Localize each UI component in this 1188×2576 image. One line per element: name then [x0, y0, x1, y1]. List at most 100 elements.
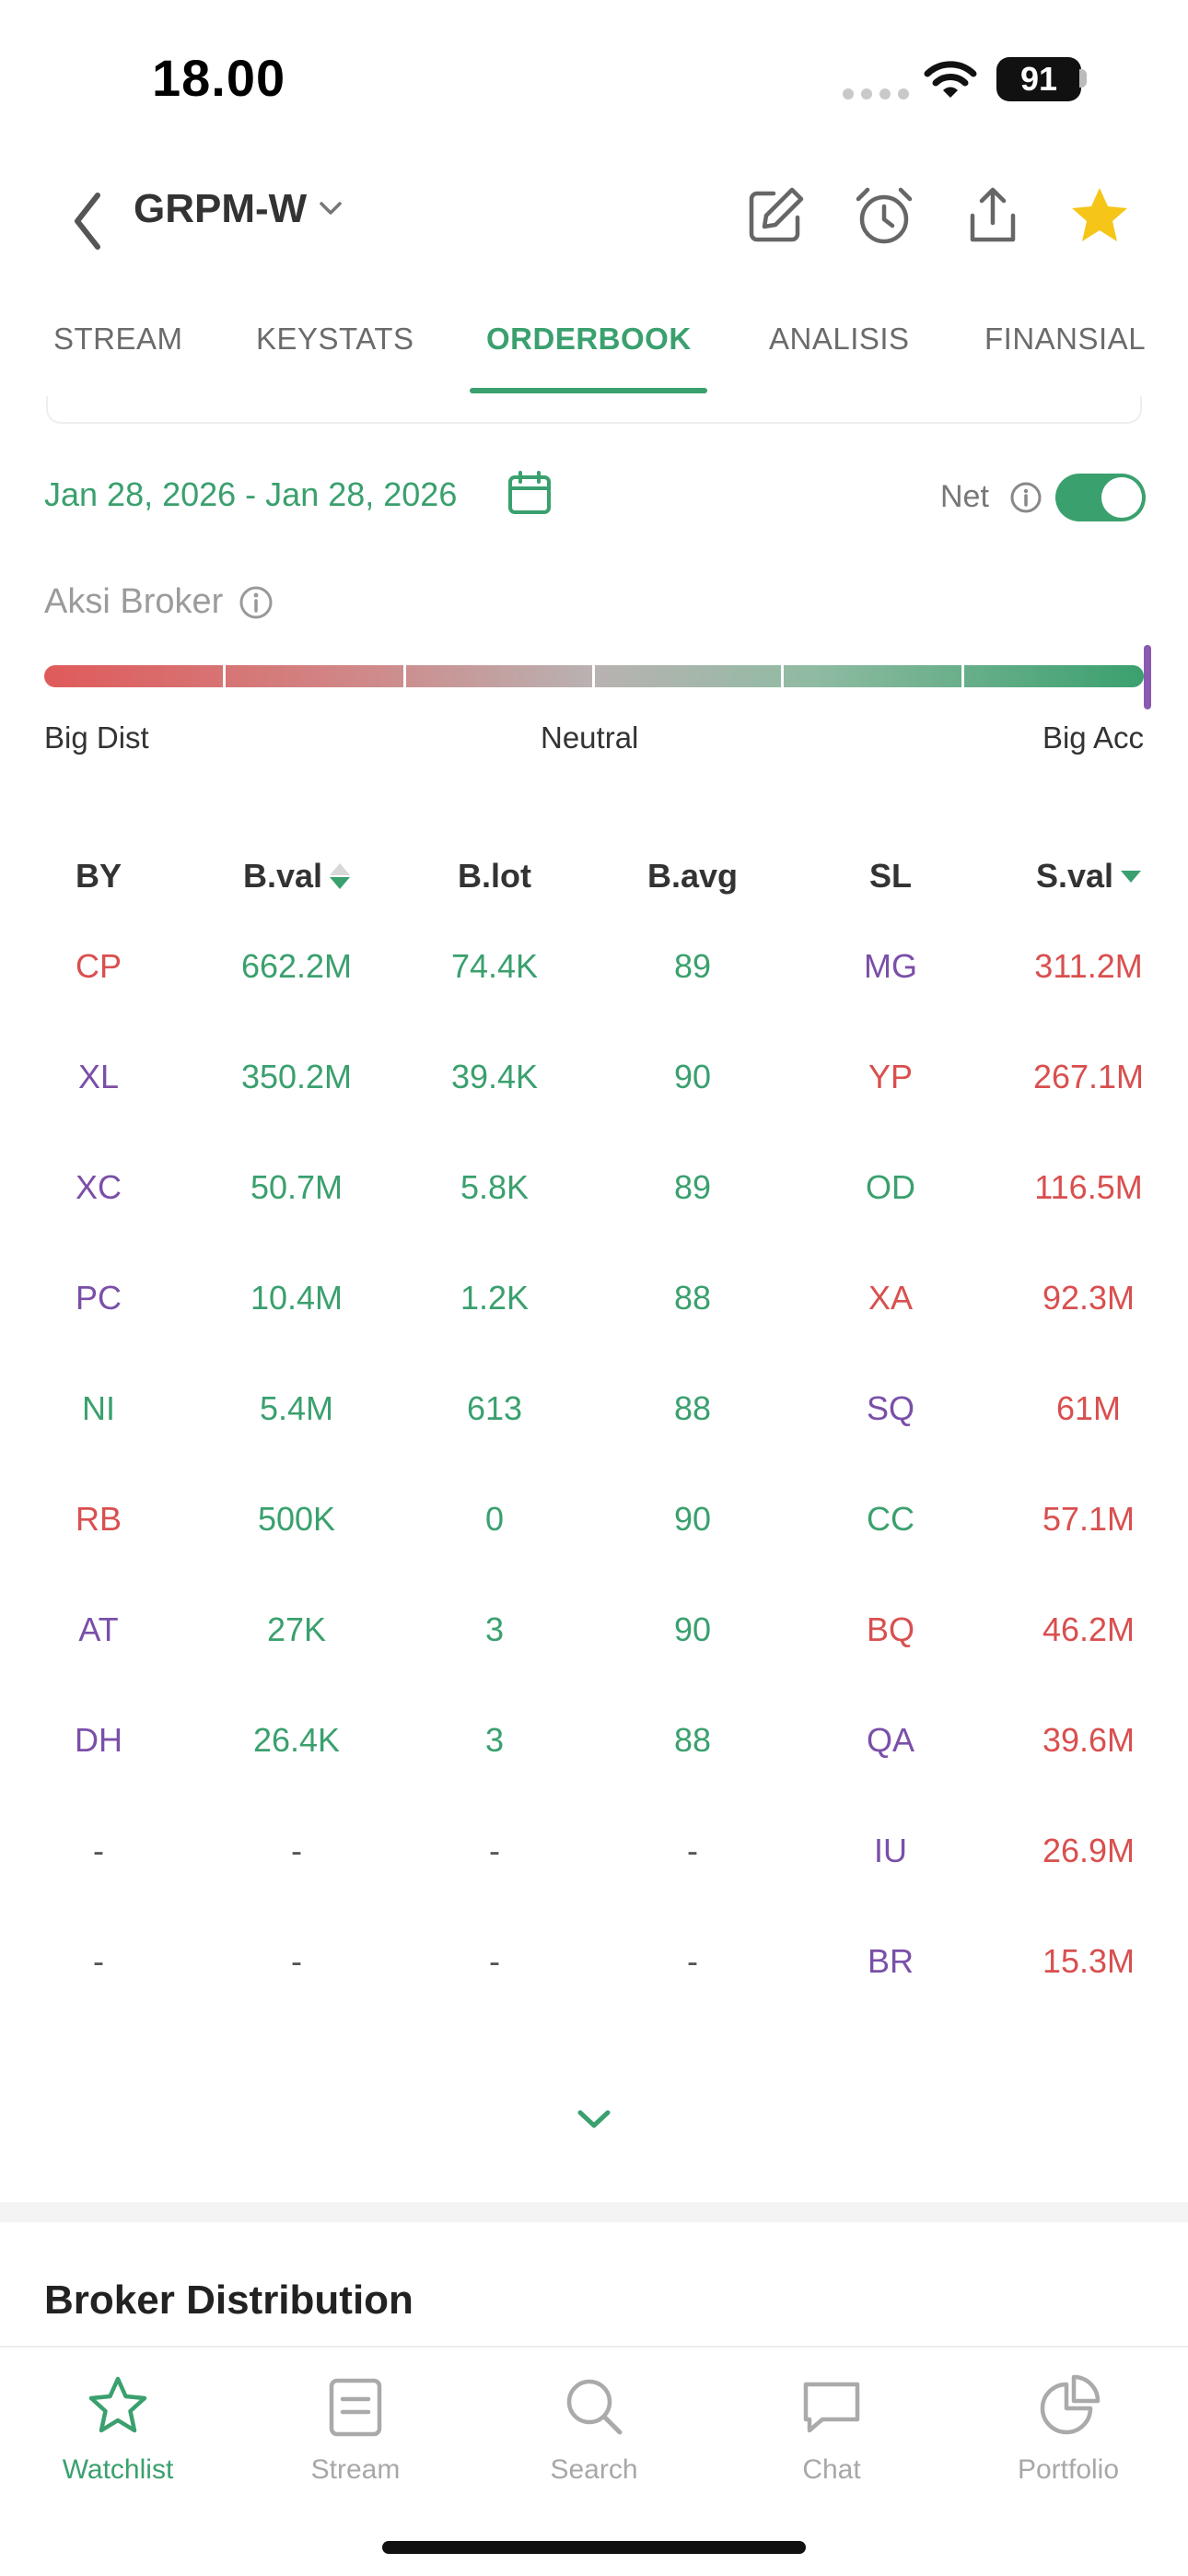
cell-sl[interactable]: BR [867, 1942, 914, 1980]
nav-search[interactable]: Search [502, 2370, 686, 2486]
bottom-nav: Watchlist Stream Search Chat Portfolio [0, 2346, 1188, 2576]
cell-bval: 500K [257, 1500, 336, 1538]
cell-by[interactable]: PC [75, 1279, 122, 1317]
cell-bavg: 89 [673, 1168, 712, 1206]
tab-keystats[interactable]: KEYSTATS [256, 322, 414, 356]
table-row[interactable]: AT 27K 3 90 BQ 46.2M [0, 1585, 1188, 1695]
cell-sl[interactable]: OD [866, 1168, 915, 1206]
cell-sval: 39.6M [1042, 1721, 1136, 1759]
cell-blot: 39.4K [450, 1058, 539, 1095]
cell-sl[interactable]: XA [868, 1279, 914, 1317]
cell-sval: 267.1M [1032, 1058, 1145, 1095]
table-row[interactable]: DH 26.4K 3 88 QA 39.6M [0, 1695, 1188, 1806]
nav-watchlist[interactable]: Watchlist [26, 2370, 210, 2486]
col-sl[interactable]: SL [868, 857, 912, 895]
cell-by[interactable]: XC [75, 1168, 122, 1206]
expand-chevron-icon[interactable] [571, 2096, 617, 2142]
status-time: 18.00 [152, 49, 286, 107]
col-by[interactable]: BY [75, 857, 122, 895]
table-row[interactable]: XC 50.7M 5.8K 89 OD 116.5M [0, 1142, 1188, 1253]
active-tab-indicator [470, 388, 707, 393]
back-icon[interactable] [64, 184, 111, 258]
sort-icon [330, 863, 351, 889]
nav-chat[interactable]: Chat [740, 2370, 924, 2486]
cell-bval: 5.4M [259, 1389, 334, 1427]
cell-bval: 26.4K [252, 1721, 341, 1759]
cell-by[interactable]: - [93, 1832, 104, 1869]
tab-analisis[interactable]: ANALISIS [769, 322, 910, 356]
table-row[interactable]: XL 350.2M 39.4K 90 YP 267.1M [0, 1032, 1188, 1142]
cell-bavg: 88 [673, 1721, 712, 1759]
info-icon[interactable] [1009, 481, 1042, 514]
cell-by[interactable]: CP [75, 947, 122, 985]
cell-sl[interactable]: QA [866, 1721, 914, 1759]
cellular-signal-icon [843, 88, 909, 100]
cell-sval: 92.3M [1042, 1279, 1136, 1317]
col-bavg[interactable]: B.avg [646, 857, 739, 895]
col-blot[interactable]: B.lot [458, 857, 531, 895]
cell-sl[interactable]: YP [868, 1058, 914, 1095]
cell-blot: 3 [484, 1721, 505, 1759]
cell-bavg: - [687, 1942, 698, 1980]
cell-by[interactable]: XL [77, 1058, 120, 1095]
table-row[interactable]: RB 500K 0 90 CC 57.1M [0, 1474, 1188, 1585]
calendar-icon[interactable] [507, 470, 553, 516]
tab-orderbook[interactable]: ORDERBOOK [486, 322, 692, 356]
cell-sl[interactable]: MG [864, 947, 917, 985]
table-row[interactable]: - - - - BR 15.3M [0, 1916, 1188, 2027]
table-row[interactable]: PC 10.4M 1.2K 88 XA 92.3M [0, 1253, 1188, 1364]
cell-by[interactable]: NI [82, 1389, 115, 1427]
table-row[interactable]: NI 5.4M 613 88 SQ 61M [0, 1364, 1188, 1474]
battery-tip [1079, 69, 1087, 88]
cell-sval: 57.1M [1042, 1500, 1136, 1538]
aksi-broker-bar [44, 665, 1144, 687]
table-header: BY B.val B.lot B.avg SL S.val [0, 829, 1188, 921]
aksi-broker-marker [1144, 645, 1151, 709]
cell-sl[interactable]: BQ [866, 1610, 914, 1648]
status-bar: 18.00 91 [0, 0, 1188, 138]
col-sval[interactable]: S.val [1006, 857, 1171, 896]
info-icon[interactable] [238, 584, 274, 621]
filter-row: Jan 28, 2026 - Jan 28, 2026 Net [44, 468, 1146, 523]
net-label: Net [940, 479, 989, 514]
cell-bval: - [291, 1832, 302, 1869]
cell-by[interactable]: - [93, 1942, 104, 1980]
cell-sl[interactable]: CC [867, 1500, 914, 1538]
aksi-broker-title: Aksi Broker [44, 582, 224, 621]
nav-portfolio[interactable]: Portfolio [976, 2370, 1160, 2486]
cell-by[interactable]: RB [75, 1500, 122, 1538]
cell-bval: 350.2M [240, 1058, 353, 1095]
cell-blot: 3 [484, 1610, 505, 1648]
net-toggle[interactable] [1055, 474, 1146, 521]
cell-sval: 116.5M [1034, 1168, 1143, 1206]
cell-bavg: 90 [673, 1610, 712, 1648]
star-icon[interactable] [1066, 182, 1133, 249]
pie-chart-icon [1040, 2374, 1101, 2435]
section-divider [0, 2202, 1188, 2222]
cell-sl[interactable]: IU [874, 1832, 907, 1869]
cell-blot: 5.8K [460, 1168, 530, 1206]
tab-stream[interactable]: STREAM [53, 322, 183, 356]
cell-bval: 10.4M [250, 1279, 344, 1317]
cell-by[interactable]: AT [78, 1610, 119, 1648]
edit-icon[interactable] [742, 182, 809, 249]
table-row[interactable]: CP 662.2M 74.4K 89 MG 311.2M [0, 921, 1188, 1032]
alarm-icon[interactable] [851, 182, 917, 249]
ticker-selector[interactable]: GRPM-W [134, 186, 344, 232]
table-row[interactable]: - - - - IU 26.9M [0, 1806, 1188, 1916]
date-range[interactable]: Jan 28, 2026 - Jan 28, 2026 [44, 475, 458, 513]
ticker-symbol: GRPM-W [134, 186, 308, 231]
cell-sval: 15.3M [1042, 1942, 1136, 1980]
cell-bavg: 88 [673, 1279, 712, 1317]
nav-stream[interactable]: Stream [263, 2370, 448, 2486]
cell-by[interactable]: DH [75, 1721, 122, 1759]
scale-big-acc: Big Acc [1042, 720, 1144, 755]
home-indicator [382, 2541, 806, 2554]
tab-finansial[interactable]: FINANSIAL [984, 322, 1147, 356]
col-bval[interactable]: B.val [214, 857, 379, 896]
cell-sl[interactable]: SQ [866, 1389, 914, 1427]
battery-indicator: 91 [996, 57, 1081, 101]
search-icon [566, 2379, 623, 2435]
stock-header: GRPM-W [0, 175, 1188, 276]
share-icon[interactable] [960, 182, 1026, 249]
